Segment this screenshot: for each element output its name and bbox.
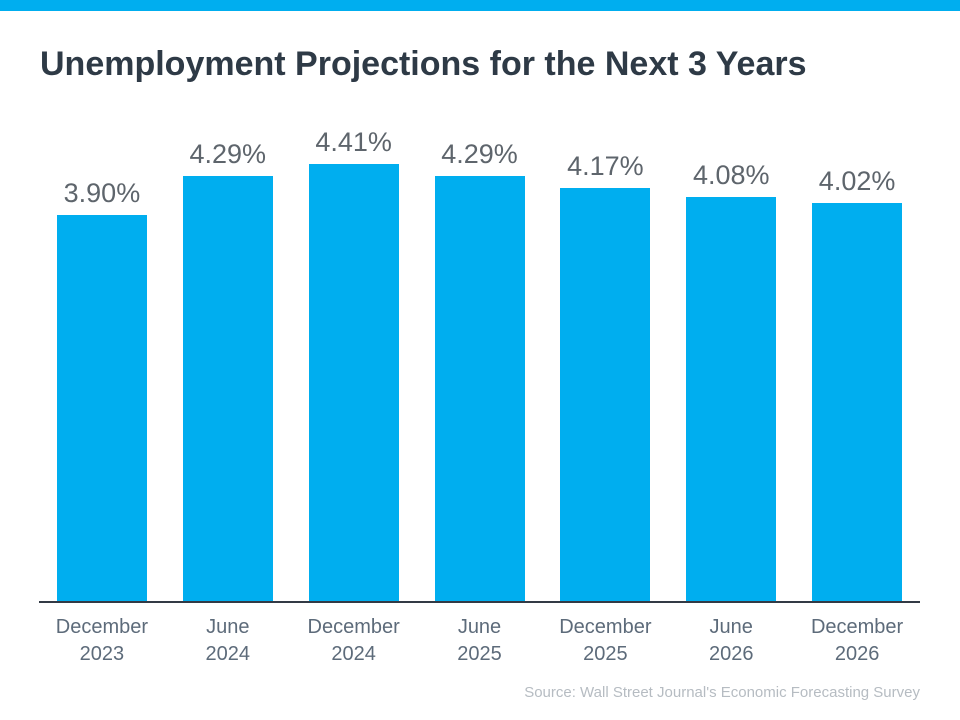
x-axis-label: June 2024 [165,614,291,668]
bar [560,188,651,601]
x-axis-label-year: 2026 [708,643,754,665]
x-axis-label-year: 2025 [457,643,502,665]
x-axis-label-month: June [206,616,250,638]
x-axis-label-month: December [810,616,904,638]
x-axis-label-year: 2025 [583,643,628,665]
top-accent-bar [0,0,960,11]
bar-chart: 3.90% 4.29% 4.41% 4.29% 4.17% 4.08% 4.02% [39,110,920,601]
bar-value-label: 3.90% [63,178,141,208]
bar [686,197,777,601]
bar [434,176,525,601]
source-note: Source: Wall Street Journal's Economic F… [524,684,920,701]
bar-column: 3.90% [39,110,165,601]
x-axis-label-month: December [307,616,400,638]
bar-value-label: 4.08% [692,160,770,190]
x-axis-label: June 2025 [417,614,543,668]
bar [812,203,903,601]
bar-column: 4.29% [165,110,291,601]
x-axis-label: December 2025 [542,614,668,668]
x-axis-label: June 2026 [668,614,794,668]
bar-value-label: 4.29% [441,139,518,169]
x-axis-line [39,601,920,603]
x-axis-label-year: 2023 [79,643,125,665]
x-axis-label: December 2024 [291,614,417,668]
x-axis-label-year: 2024 [331,643,376,665]
x-axis-label: December 2026 [794,614,920,668]
bar-value-label: 4.29% [189,139,267,169]
bar-value-label: 4.41% [315,127,392,157]
bar [56,215,147,601]
x-axis-label-month: December [559,616,652,638]
bar-column: 4.41% [291,110,417,601]
x-axis-label-month: June [457,616,502,638]
x-axis-label: December 2023 [39,614,165,668]
x-axis-label-month: December [55,616,149,638]
bar-column: 4.29% [417,110,543,601]
x-axis-label-year: 2024 [205,643,251,665]
bar [182,176,273,601]
x-axis-label-month: June [709,616,753,638]
bar-value-label: 4.17% [567,151,644,181]
x-axis-label-year: 2026 [834,643,880,665]
bar-value-label: 4.02% [818,166,896,196]
bar-column: 4.08% [668,110,794,601]
bar-column: 4.02% [794,110,920,601]
bar [308,164,399,601]
x-axis-labels: December 2023 June 2024 December 2024 June 2025… [39,614,920,668]
chart-title: Unemployment Projections for the Next 3 … [40,45,807,83]
bar-column: 4.17% [542,110,668,601]
